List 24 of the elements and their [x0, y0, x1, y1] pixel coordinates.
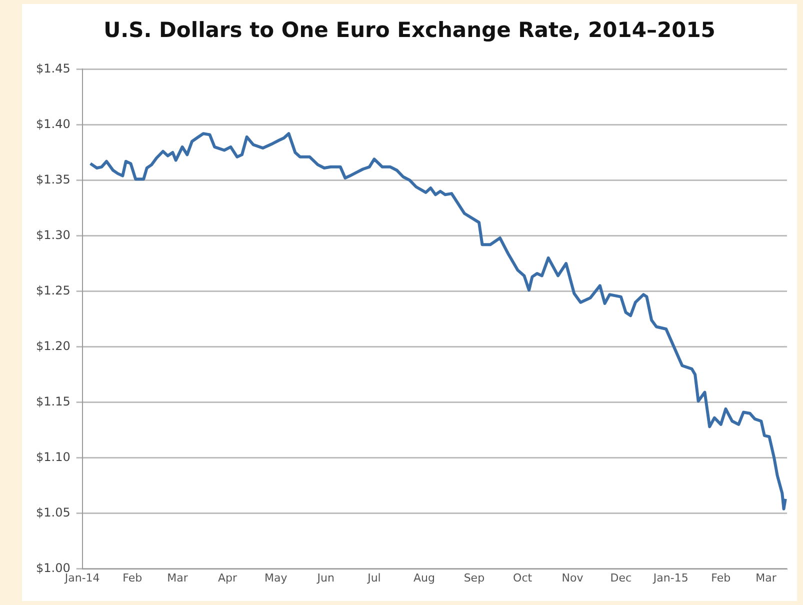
y-tick-label: $1.45 [36, 61, 70, 76]
x-tick-label: Oct [513, 571, 533, 584]
y-tick-label: $1.15 [36, 394, 70, 408]
y-tick-label: $1.30 [36, 228, 70, 242]
y-tick-label: $1.35 [36, 172, 70, 186]
x-tick-label: Mar [756, 571, 777, 584]
chart-title: U.S. Dollars to One Euro Exchange Rate, 2014–2015 [102, 18, 716, 42]
x-tick-label: May [264, 571, 288, 584]
x-tick-label: Nov [562, 571, 584, 584]
x-tick-label: Jul [366, 571, 381, 584]
x-tick-label: Feb [122, 571, 142, 584]
y-tick-label: $1.05 [36, 505, 70, 520]
x-tick-label: Aug [413, 571, 435, 584]
y-tick-label: $1.10 [36, 450, 70, 464]
x-tick-label: Sep [464, 571, 485, 584]
y-tick-label: $1.20 [36, 338, 70, 353]
x-tick-label: Dec [610, 571, 632, 584]
x-tick-label: Apr [218, 571, 238, 584]
y-tick-label: $1.40 [36, 116, 70, 131]
x-tick-label: Jan-15 [652, 571, 688, 584]
x-tick-label: Jun [316, 571, 334, 584]
x-tick-label: Mar [167, 571, 188, 584]
y-tick-label: $1.25 [36, 283, 70, 298]
x-tick-label: Feb [711, 571, 731, 584]
